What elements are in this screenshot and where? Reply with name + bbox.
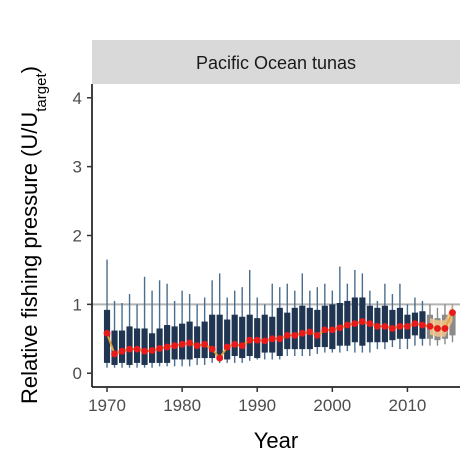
box <box>118 330 126 363</box>
data-point <box>201 340 209 348</box>
box <box>351 297 358 343</box>
box <box>246 314 253 357</box>
box <box>389 309 396 341</box>
box <box>216 314 223 359</box>
box <box>224 319 231 360</box>
data-point <box>118 347 126 355</box>
box <box>201 321 208 359</box>
data-point <box>111 350 118 358</box>
y-tick-label: 0 <box>73 364 82 383</box>
box <box>299 305 306 350</box>
box <box>306 307 313 350</box>
axes-group: 0 1 2 3 4 1970 1980 1990 2000 2010 <box>73 84 460 415</box>
data-point <box>268 335 276 343</box>
data-point <box>404 323 411 330</box>
data-point <box>419 321 426 329</box>
box <box>291 307 298 350</box>
box <box>284 312 291 350</box>
data-point <box>328 326 336 334</box>
data-point <box>298 329 306 337</box>
data-point <box>231 340 239 348</box>
x-axis-title: Year <box>254 428 298 453</box>
data-point <box>103 329 111 337</box>
facet-title: Pacific Ocean tunas <box>196 53 356 73</box>
x-tick-label: 2000 <box>313 396 351 415</box>
box <box>314 309 321 348</box>
data-point <box>343 321 351 329</box>
box <box>141 328 148 365</box>
points-group <box>103 309 456 362</box>
data-point <box>193 342 201 350</box>
data-point <box>358 318 366 325</box>
data-point <box>389 325 396 332</box>
box <box>276 307 283 357</box>
data-point <box>223 343 231 351</box>
y-tick-label: 3 <box>73 158 82 177</box>
data-point <box>178 340 186 348</box>
box <box>449 312 456 336</box>
data-point <box>141 347 148 355</box>
data-point <box>381 323 389 330</box>
data-point <box>171 342 179 350</box>
x-tick-label: 1990 <box>238 396 276 415</box>
data-point <box>411 320 419 328</box>
box <box>239 316 246 359</box>
box <box>126 326 133 365</box>
data-point <box>253 336 261 344</box>
data-point <box>313 331 321 339</box>
data-point <box>186 339 194 347</box>
data-point <box>156 345 163 352</box>
data-point <box>246 336 254 344</box>
x-tick-label: 1980 <box>163 396 201 415</box>
box <box>194 326 201 359</box>
x-tick-label: 2010 <box>389 396 427 415</box>
data-point <box>133 345 141 353</box>
data-point <box>283 331 291 339</box>
y-tick-label: 2 <box>73 227 82 246</box>
y-axis-title-main: Relative fishing pressure (U/U <box>17 112 42 404</box>
facet-strip <box>92 40 460 84</box>
x-tick-label: 1970 <box>88 396 126 415</box>
data-point <box>238 342 246 350</box>
data-point <box>163 343 171 351</box>
data-point <box>276 335 284 343</box>
data-point <box>291 331 299 339</box>
box <box>269 316 276 353</box>
box <box>111 330 118 365</box>
data-point <box>434 325 441 332</box>
data-point <box>426 323 434 330</box>
y-axis-title-sub: target <box>33 73 50 112</box>
data-point <box>396 323 404 330</box>
data-point <box>306 328 314 336</box>
data-point <box>216 354 224 362</box>
data-point <box>261 337 269 345</box>
data-point <box>336 324 344 332</box>
data-point <box>208 345 216 353</box>
y-tick-label: 4 <box>73 89 82 108</box>
y-axis-title-close: ) <box>17 66 42 73</box>
box <box>133 328 141 363</box>
data-point <box>351 320 359 328</box>
y-axis-title: Relative fishing pressure (U/Utarget) <box>17 66 50 404</box>
data-point <box>321 326 329 334</box>
data-point <box>366 320 374 328</box>
data-point <box>441 325 449 332</box>
y-tick-label: 1 <box>73 295 82 314</box>
data-point <box>148 347 156 354</box>
data-point <box>373 323 381 330</box>
data-point <box>449 309 456 317</box>
data-point <box>126 345 133 353</box>
box <box>336 302 343 346</box>
box <box>261 314 268 353</box>
box <box>209 314 216 359</box>
box <box>321 305 328 348</box>
box <box>231 314 238 357</box>
